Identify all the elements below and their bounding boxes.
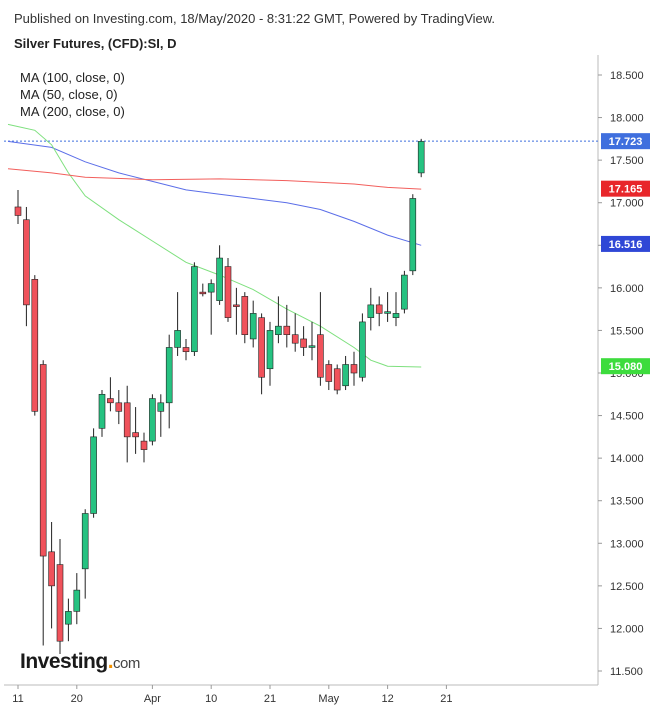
candle-body — [174, 330, 181, 348]
candle-body — [191, 266, 198, 353]
logo-suffix: com — [113, 655, 140, 672]
candle-body — [23, 219, 30, 306]
candle-body — [165, 347, 173, 404]
candle-body — [275, 325, 282, 335]
candle-body — [392, 313, 400, 318]
candle-body — [31, 279, 39, 412]
candle-body — [401, 274, 408, 310]
candle-body — [73, 589, 81, 612]
investing-logo: Investing.com — [20, 650, 140, 674]
legend-ma200[interactable]: MA (200, close, 0) — [20, 104, 125, 119]
candle-body — [39, 364, 47, 557]
x-tick-label: 21 — [264, 693, 276, 705]
candle-body — [266, 330, 274, 370]
candle-body — [140, 440, 148, 450]
price-label-text: 16.516 — [609, 239, 643, 251]
logo-dot: . — [107, 650, 114, 673]
candle-body — [333, 368, 341, 391]
candle-body — [207, 283, 215, 293]
y-tick-label: 18.500 — [610, 70, 644, 82]
candle-body — [241, 296, 249, 335]
x-tick-label: May — [318, 693, 339, 705]
y-tick-label: 13.500 — [610, 496, 644, 508]
candle-body — [56, 564, 64, 642]
candle-body — [216, 257, 223, 301]
candle-body — [350, 364, 358, 374]
candle-body — [233, 304, 240, 307]
y-tick-label: 17.000 — [610, 198, 644, 210]
x-tick-label: 10 — [205, 693, 217, 705]
candle-body — [300, 338, 307, 348]
candle-body — [359, 321, 366, 378]
candle-body — [367, 304, 375, 318]
y-tick-label: 11.500 — [610, 666, 643, 678]
candle-body — [48, 551, 55, 587]
y-tick-label: 18.000 — [610, 113, 644, 125]
candle-body — [409, 198, 417, 272]
candle-body — [182, 347, 190, 353]
candle-body — [123, 402, 131, 438]
chart-title: Silver Futures, (CFD):SI, D — [14, 36, 177, 51]
candle-body — [14, 206, 22, 216]
candle-body — [98, 393, 106, 429]
x-tick-label: 20 — [71, 693, 83, 705]
y-tick-label: 16.000 — [610, 283, 644, 295]
price-label-text: 17.723 — [609, 136, 643, 148]
logo-brand: Investing — [20, 650, 108, 673]
indicator-legend: MA (100, close, 0) MA (50, close, 0) MA … — [20, 69, 125, 120]
candle-body — [199, 291, 207, 295]
candle-body — [65, 611, 72, 625]
candle-body — [375, 304, 383, 314]
candle-body — [283, 325, 291, 335]
x-tick-label: 21 — [440, 693, 452, 705]
y-tick-label: 15.500 — [610, 325, 644, 337]
published-header: Published on Investing.com, 18/May/2020 … — [14, 11, 496, 26]
price-label-text: 17.165 — [609, 184, 643, 196]
candle-body — [224, 266, 232, 318]
price-label-box — [601, 358, 650, 375]
price-label-text: 15.080 — [609, 361, 643, 373]
candle-body — [149, 398, 156, 442]
x-tick-label: 11 — [12, 693, 23, 705]
candle-body — [81, 513, 89, 570]
candle-body — [90, 436, 97, 514]
candle-body — [291, 334, 299, 344]
ma-line-2 — [7, 168, 422, 190]
candle-body — [115, 402, 123, 412]
candle-body — [384, 311, 391, 314]
candle-body — [157, 402, 165, 412]
y-tick-label: 17.500 — [610, 155, 644, 167]
y-tick-label: 12.000 — [610, 623, 644, 635]
y-tick-label: 12.500 — [610, 581, 644, 593]
x-tick-label: 12 — [381, 693, 393, 705]
y-tick-label: 14.500 — [610, 411, 644, 423]
candle-body — [249, 313, 257, 340]
legend-ma100[interactable]: MA (100, close, 0) — [20, 70, 125, 85]
price-label-box — [601, 133, 650, 150]
candle-body — [258, 317, 265, 378]
candle-body — [132, 432, 139, 438]
price-label-box — [601, 235, 650, 252]
price-label-box — [601, 180, 650, 197]
y-tick-label: 13.000 — [610, 538, 644, 550]
candle-body — [342, 364, 349, 387]
candle-body — [308, 345, 316, 348]
legend-ma50[interactable]: MA (50, close, 0) — [20, 87, 118, 102]
candle-body — [317, 334, 324, 378]
candle-body — [417, 141, 425, 174]
y-tick-label: 14.000 — [610, 453, 644, 465]
x-tick-label: Apr — [144, 693, 161, 705]
ma-line-0 — [7, 140, 422, 246]
candle-body — [107, 398, 114, 404]
candle-body — [325, 364, 333, 382]
